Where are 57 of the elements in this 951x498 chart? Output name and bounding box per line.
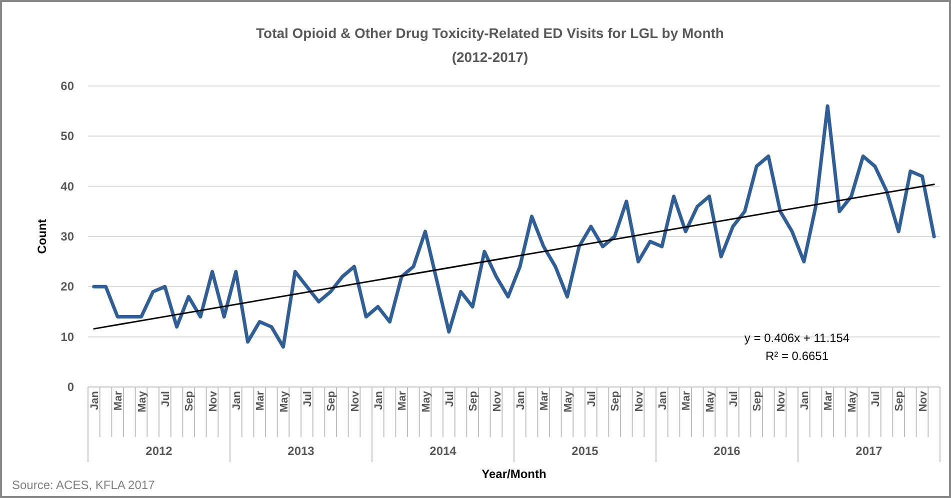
x-tick-label: Mar	[112, 390, 125, 411]
x-tick-label: Jul	[728, 391, 740, 407]
y-tick-label: 20	[60, 280, 74, 294]
x-tick-label: Mar	[538, 390, 551, 411]
x-tick-label: Jul	[160, 391, 172, 407]
x-tick-label: Sep	[326, 390, 338, 412]
x-tick-label: Sep	[752, 390, 764, 412]
x-tick-label: Jan	[798, 390, 811, 410]
x-tick-label: May	[562, 390, 574, 412]
y-tick-label: 10	[60, 330, 74, 344]
text: 2017	[856, 444, 883, 458]
line-series	[92, 104, 936, 349]
x-tick-label: Jan	[514, 390, 527, 410]
x-tick-label: Mar	[254, 390, 267, 411]
x-tick-label: Sep	[894, 390, 906, 412]
chart-title: Total Opioid & Other Drug Toxicity-Related ED Visits for LGL by Month	[256, 25, 724, 41]
x-tick-label: Sep	[610, 390, 622, 412]
y-tick-label: 30	[60, 230, 74, 244]
x-tick-label: Mar	[822, 390, 835, 411]
x-tick-label: Jan	[230, 390, 243, 410]
x-axis-title: Year/Month	[482, 467, 546, 481]
x-tick-label: May	[136, 390, 148, 412]
y-axis-title: Count	[35, 219, 49, 254]
x-tick-label: Nov	[349, 390, 362, 412]
x-tick-label: Jul	[444, 391, 456, 407]
text: 2012	[146, 444, 173, 458]
x-tick-label: May	[704, 390, 716, 412]
x-tick-label: May	[846, 390, 858, 412]
y-tick-label: 50	[60, 129, 74, 144]
text: 2016	[714, 444, 741, 458]
chart-subtitle: (2012-2017)	[452, 49, 528, 65]
source-note: Source: ACES, KFLA 2017	[12, 478, 156, 492]
text: 2014	[430, 444, 457, 458]
x-tick-label: Nov	[917, 390, 930, 412]
x-tick-label: Sep	[468, 390, 480, 412]
x-tick-label: Nov	[775, 390, 788, 412]
y-tick-label: 0	[67, 380, 74, 394]
x-tick-label: Mar	[396, 390, 409, 411]
x-tick-label: Jul	[870, 391, 882, 407]
annotation: y = 0.406x + 11.154	[744, 331, 850, 345]
y-tick-label: 40	[60, 179, 74, 194]
x-tick-label: Jan	[656, 390, 669, 410]
x-tick-label: May	[278, 390, 290, 412]
x-tick-label: Nov	[633, 390, 646, 412]
x-tick-label: Jul	[586, 391, 598, 407]
y-tick-label: 60	[60, 79, 74, 93]
x-tick-label: Jan	[372, 390, 385, 410]
x-tick-label: Mar	[680, 390, 693, 411]
x-tick-label: May	[420, 390, 432, 412]
x-tick-label: Sep	[184, 390, 196, 412]
x-tick-label: Nov	[207, 390, 220, 412]
x-tick-label: Jan	[88, 390, 101, 410]
text: 2013	[288, 444, 315, 458]
annotation: R² = 0.6651	[765, 349, 829, 363]
x-tick-label: Nov	[491, 390, 504, 412]
x-tick-label: Jul	[302, 391, 314, 407]
text: 2015	[572, 444, 599, 458]
